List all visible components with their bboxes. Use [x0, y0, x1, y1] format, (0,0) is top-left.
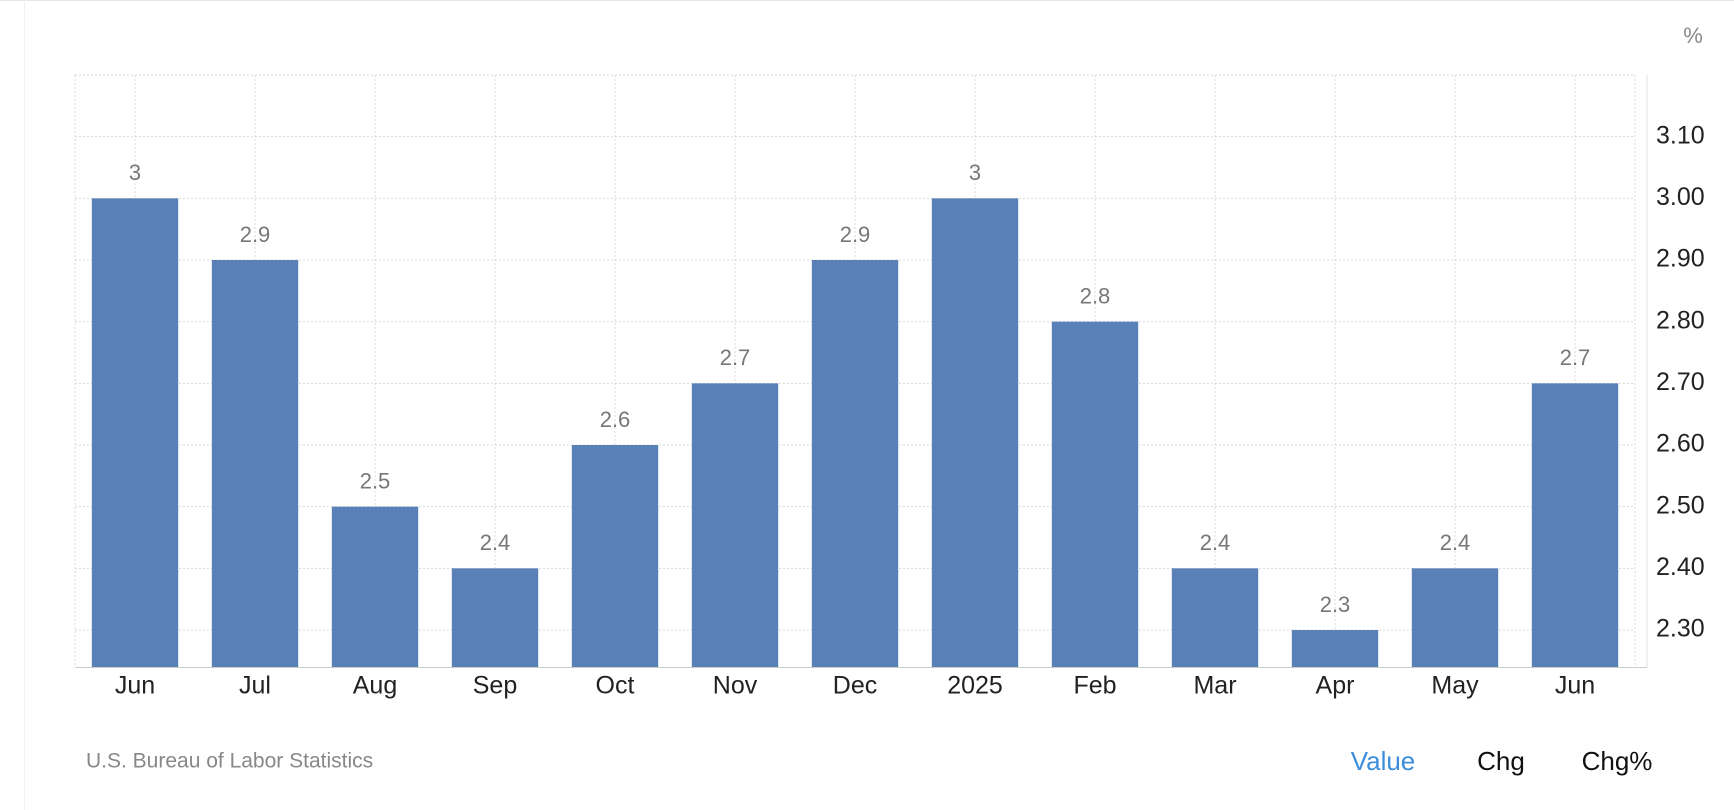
bar	[1531, 383, 1619, 667]
bar	[91, 198, 179, 668]
y-tick-label: 2.70	[1656, 368, 1705, 396]
y-tick-label: 2.90	[1656, 245, 1705, 273]
x-tick-label: Dec	[833, 672, 877, 700]
bar	[811, 260, 899, 667]
x-tick-label: Nov	[713, 672, 758, 700]
data-label: 2.4	[480, 530, 511, 555]
x-tick-label: Aug	[353, 672, 397, 700]
data-label: 2.4	[1200, 530, 1231, 555]
data-label: 2.4	[1440, 530, 1471, 555]
bar	[1171, 568, 1259, 667]
data-label: 2.6	[600, 407, 631, 432]
data-label: 3	[969, 160, 981, 185]
data-label: 2.7	[720, 345, 751, 370]
y-tick-label: 2.60	[1656, 430, 1705, 458]
data-label: 2.5	[360, 468, 391, 493]
data-label: 3	[129, 160, 141, 185]
y-tick-label: 3.00	[1656, 183, 1705, 211]
y-tick-label: 3.10	[1656, 121, 1705, 149]
bar	[931, 198, 1019, 668]
bar	[451, 568, 539, 667]
y-tick-label: 2.80	[1656, 306, 1705, 334]
x-tick-label: Jul	[239, 672, 271, 700]
x-tick-label: Mar	[1193, 672, 1236, 700]
data-label: 2.7	[1560, 345, 1591, 370]
data-label: 2.9	[840, 222, 871, 247]
x-tick-label: 2025	[947, 672, 1003, 700]
toggle-button[interactable]: Chg%	[1582, 746, 1653, 776]
bar	[331, 506, 419, 667]
x-tick-label: May	[1431, 672, 1479, 700]
x-tick-label: Jun	[1555, 672, 1595, 700]
x-tick-label: Oct	[596, 672, 635, 700]
bar	[1051, 321, 1139, 667]
x-tick-label: Apr	[1316, 672, 1355, 700]
x-tick-label: Jun	[115, 672, 155, 700]
y-tick-label: 2.50	[1656, 491, 1705, 519]
x-tick-label: Feb	[1073, 672, 1116, 700]
toggle-button[interactable]: Value	[1351, 746, 1416, 776]
y-tick-label: 2.30	[1656, 615, 1705, 643]
bar	[1411, 568, 1499, 667]
source: U.S. Bureau of Labor Statistics	[86, 750, 373, 773]
data-label: 2.8	[1080, 283, 1111, 308]
unit-label: %	[1683, 23, 1703, 48]
x-tick-label: Sep	[473, 672, 517, 700]
data-label: 2.3	[1320, 592, 1351, 617]
data-label: 2.9	[240, 222, 271, 247]
bar	[691, 383, 779, 667]
bar	[1291, 630, 1379, 667]
bar	[211, 260, 299, 667]
toggle-button[interactable]: Chg	[1477, 746, 1525, 776]
bar	[571, 445, 659, 667]
y-tick-label: 2.40	[1656, 553, 1705, 581]
